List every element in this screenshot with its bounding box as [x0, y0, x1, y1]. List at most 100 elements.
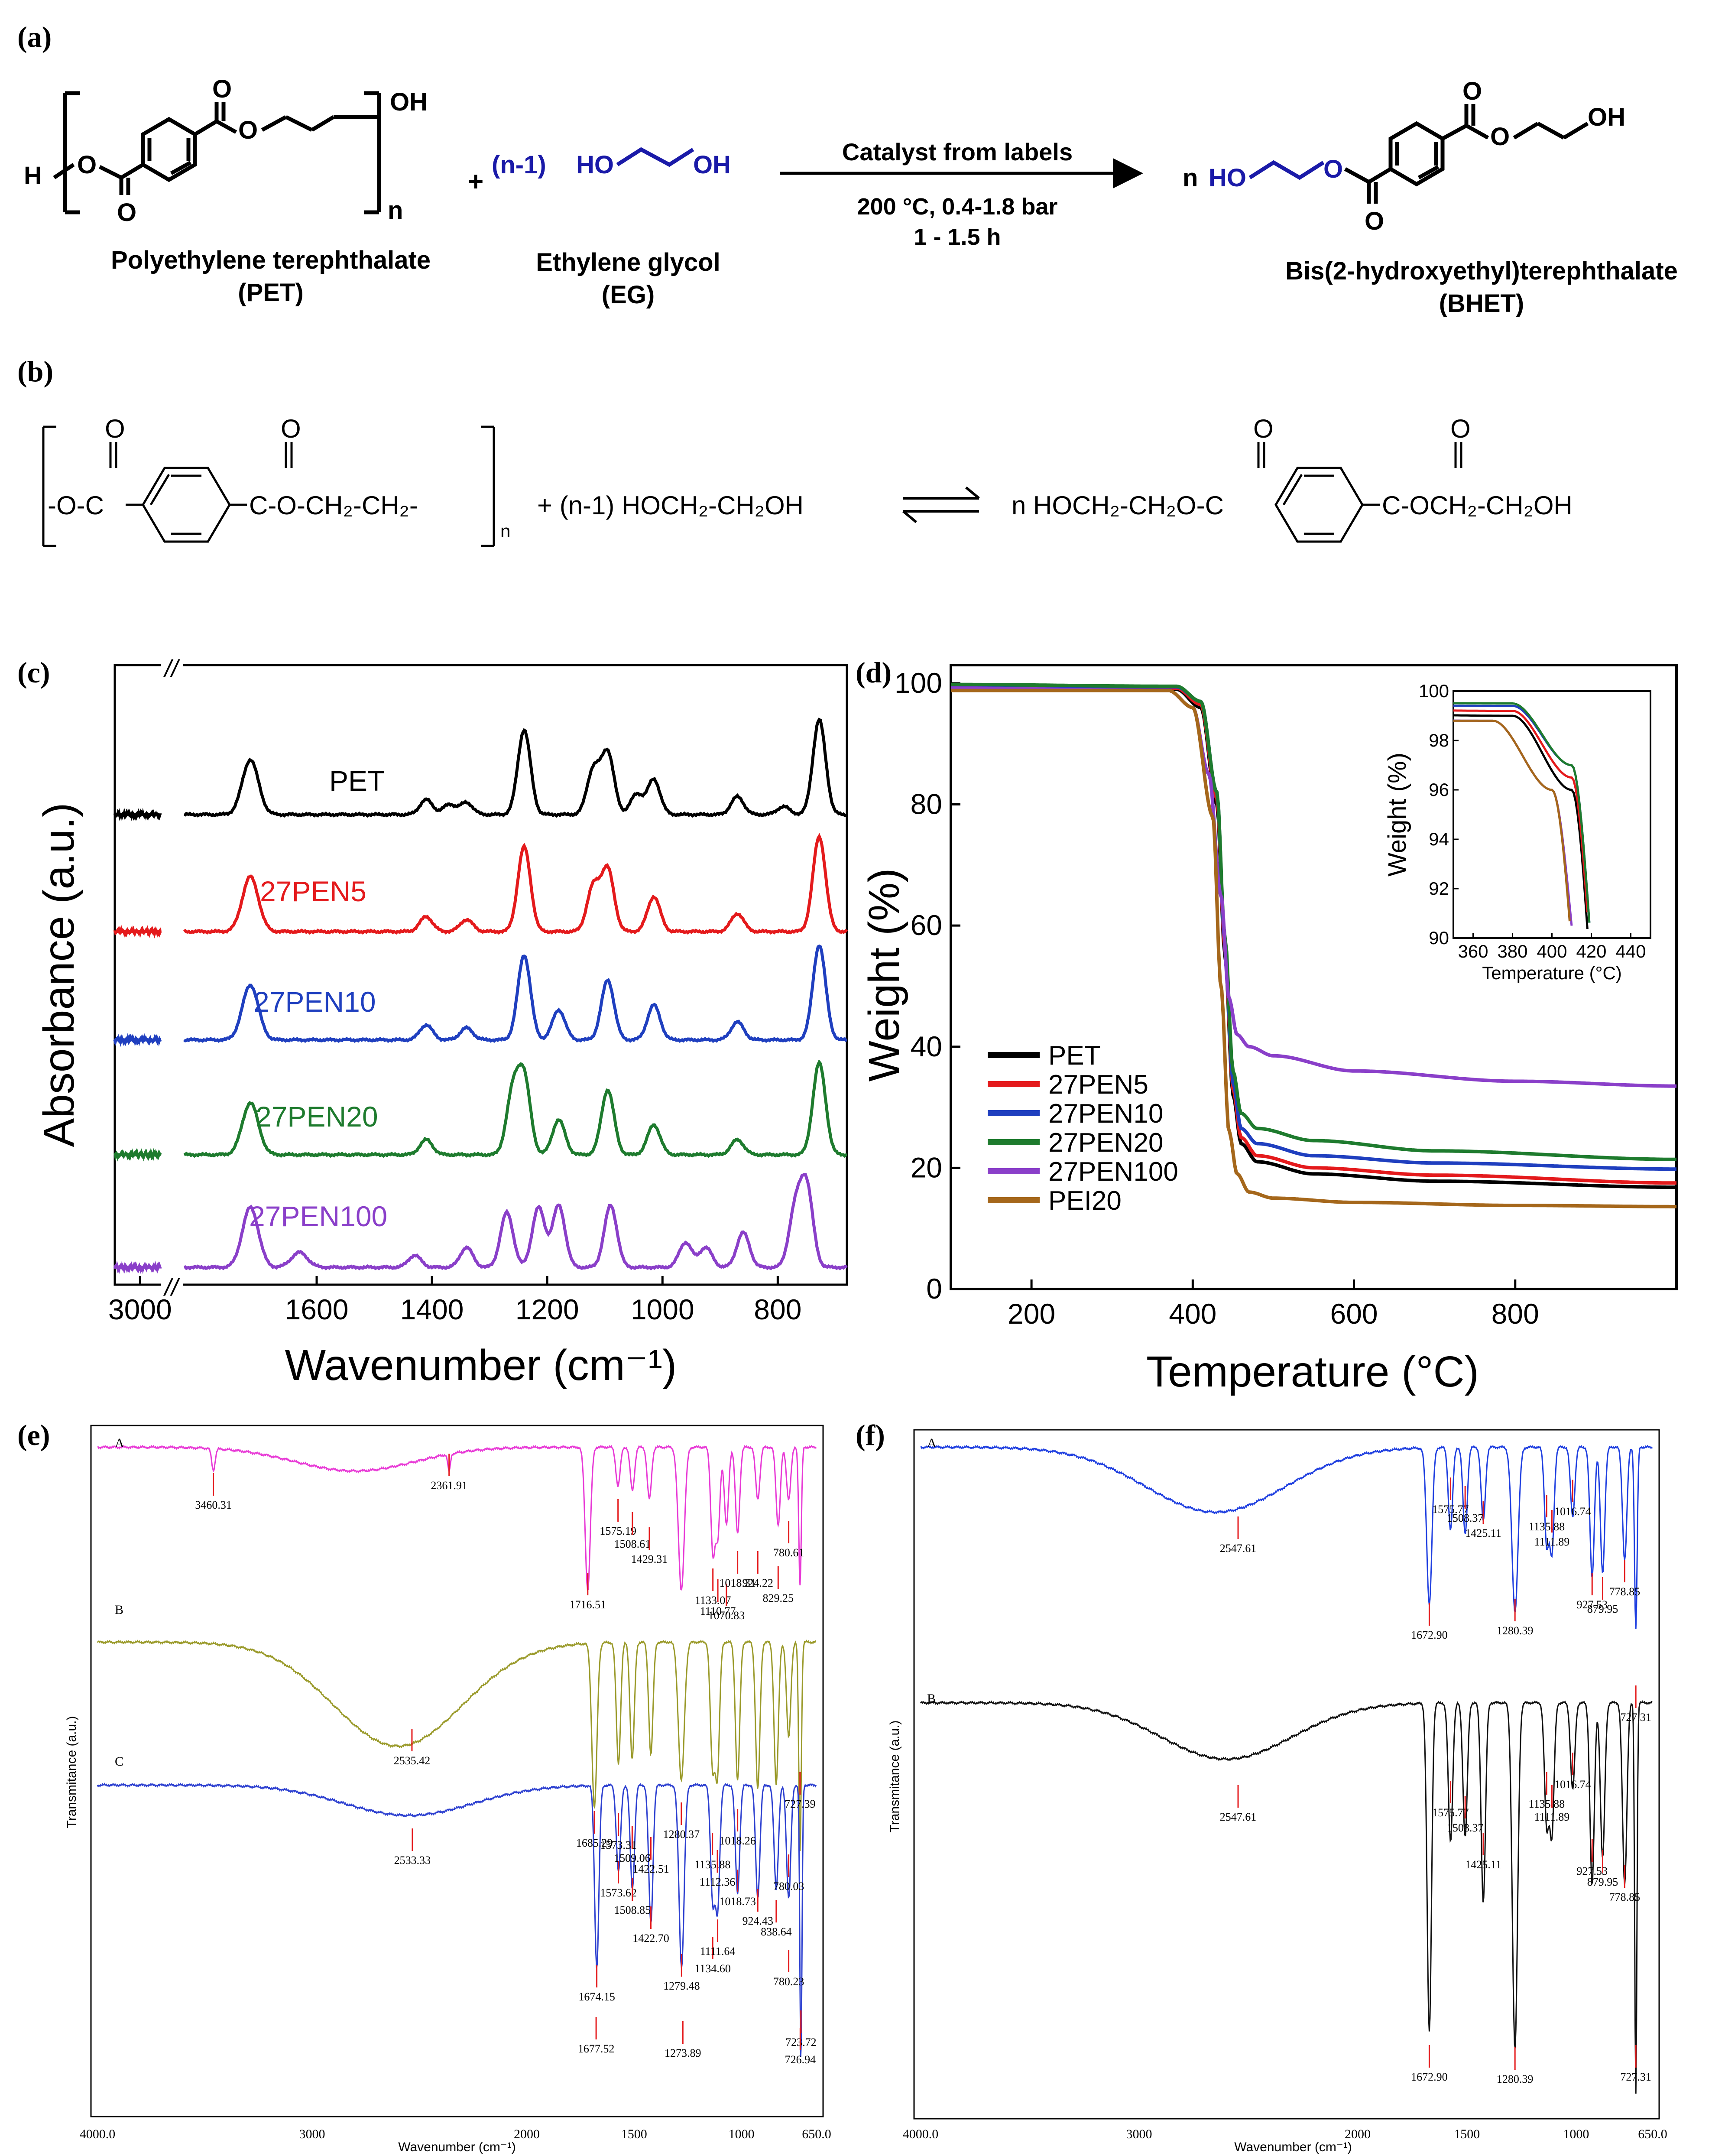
c-series-27pen5-segment-1: [183, 833, 848, 935]
d-xtick-label-200: 200: [1008, 1298, 1055, 1330]
c-label-27pen20: 27PEN20: [256, 1101, 378, 1133]
e-peak-label-0: 3460.31: [195, 1499, 232, 1511]
f-peak-label-8: 1016.74: [1554, 1778, 1591, 1791]
f-peak-label-0: 2547.61: [1220, 1542, 1257, 1555]
f-xtick-label-1: 3000: [1126, 2127, 1152, 2141]
e-trace-label-c: C: [115, 1754, 123, 1769]
d-legend-label-27pen100: 27PEN100: [1048, 1157, 1178, 1187]
e-xtick-label-2: 2000: [514, 2127, 540, 2141]
e-peak-label-2: 1508.85: [614, 1904, 651, 1916]
b-ring-2: [1274, 467, 1364, 543]
c-tick-label-1000: 1000: [631, 1293, 694, 1325]
f-peak-label-12: 727.31: [1620, 2071, 1651, 2083]
bhet-o3: O: [1462, 77, 1482, 105]
e-x-ticks: 4000.0 3000 2000 1500 1000 650.0: [80, 2127, 831, 2141]
pet-o2: O: [117, 198, 136, 227]
f-xtick-label-3: 1500: [1454, 2127, 1480, 2141]
bhet-structure: n HO O O: [1183, 77, 1625, 235]
d-inset-frame: [1453, 690, 1651, 939]
d-inset-ytick-label-94: 94: [1429, 829, 1449, 849]
e-xtick-label-3: 1500: [621, 2127, 647, 2141]
f-peak-label-2: 1508.37: [1447, 1512, 1484, 1524]
bhet-abbr: (BHET): [1439, 289, 1524, 318]
b-right-bracket: [481, 425, 495, 547]
e-plot-frame: [90, 1425, 824, 2117]
f-traces: [920, 1445, 1653, 2094]
e-peak-label-11: 829.25: [763, 1592, 794, 1604]
pet-atoms: H O O O O OH n: [24, 75, 428, 227]
f-peak-label-1: 1575.77: [1432, 1806, 1469, 1819]
e-peak-label-8: 1134.60: [694, 1962, 731, 1975]
f-peak-label-10: 879.95: [1587, 1603, 1618, 1615]
e-peak-label-3: 727.39: [785, 1798, 816, 1810]
f-peak-label-3: 1425.11: [1465, 1858, 1501, 1871]
eg-structure: (n-1) HO OH: [492, 147, 731, 179]
d-xtick-label-600: 600: [1330, 1298, 1378, 1330]
d-legend-label-pet: PET: [1048, 1041, 1101, 1071]
e-peak-label-8: 1070.83: [708, 1609, 745, 1622]
f-peak-label-5: 1280.39: [1497, 2073, 1534, 2085]
e-peak-label-6: 1279.48: [663, 1980, 700, 1992]
e-trace-label-a: A: [115, 1436, 124, 1450]
c-series-pet-segment-0: [113, 807, 162, 821]
pet-o4: O: [238, 116, 258, 144]
panel-b-label: (b): [17, 355, 53, 388]
f-peak-label-2: 1508.37: [1447, 1822, 1484, 1834]
c-series-27pen20-segment-1: [183, 1059, 847, 1158]
b-o-4: O: [1450, 414, 1471, 443]
d-inset: 360 380 400 420 440 90 92 94 96 98 100 Temperature …: [1383, 681, 1651, 983]
d-line-pei20: [951, 688, 1676, 1208]
c-label-27pen10: 27PEN10: [253, 986, 376, 1018]
f-peak-label-4: 1672.90: [1411, 2071, 1448, 2083]
e-peak-label-1: 1685.29: [576, 1837, 613, 1849]
panel-d-label: (d): [856, 656, 892, 689]
f-peak-label-8: 1016.74: [1554, 1505, 1591, 1518]
bhet-o1: O: [1323, 155, 1343, 183]
d-xtick-label-800: 800: [1492, 1298, 1539, 1330]
d-xtick-label-400: 400: [1169, 1298, 1216, 1330]
f-trace-label-a: A: [927, 1436, 937, 1450]
e-peak-label-3: 1575.19: [600, 1525, 636, 1537]
e-peak-label-1: 2361.91: [431, 1479, 467, 1492]
d-legend-label-27pen10: 27PEN10: [1048, 1099, 1163, 1129]
bhet-coefficient: n: [1183, 164, 1198, 192]
pet-name: Polyethylene terephthalate: [111, 246, 431, 274]
c-y-axis-label: Absorbance (a.u.): [35, 803, 83, 1147]
d-ytick-label-0: 0: [926, 1273, 942, 1305]
d-lines: [951, 682, 1677, 1208]
f-peak-labels: 2547.61 1575.77 1508.37 1425.11 1672.90 1280.…: [1220, 1477, 1651, 2085]
d-ytick-label-40: 40: [911, 1030, 942, 1062]
panel-f-label: (f): [856, 1419, 885, 1451]
panel-e-label: (e): [17, 1419, 50, 1451]
d-inset-ytick-label-100: 100: [1419, 681, 1449, 701]
pet-h: H: [24, 162, 42, 190]
eg-abbr: (EG): [602, 281, 655, 309]
panel-c: (c) // // PET 27PEN5 27PEN10 27PEN20 27P…: [17, 654, 848, 1390]
f-xtick-label-2: 2000: [1345, 2127, 1371, 2141]
e-xtick-label-5: 650.0: [802, 2127, 831, 2141]
bhet-name: Bis(2-hydroxyethyl)terephthalate: [1285, 257, 1678, 285]
b-reagent: + (n-1) HOCH₂-CH₂OH: [537, 491, 804, 520]
pet-o3: O: [212, 75, 232, 103]
c-label-27pen100: 27PEN100: [249, 1200, 387, 1232]
f-peak-label-12: 727.31: [1620, 1711, 1651, 1724]
f-x-ticks: 4000.0 3000 2000 1500 1000 650.0: [903, 2127, 1667, 2141]
panel-a: (a) H O O O O: [17, 20, 1678, 318]
f-peak-label-10: 879.95: [1587, 1876, 1618, 1888]
e-peak-label-11: 924.43: [742, 1915, 773, 1927]
e-peak-label-6: 1422.51: [632, 1863, 669, 1875]
pet-sub-n: n: [388, 196, 403, 224]
c-label-27pen5: 27PEN5: [260, 875, 366, 907]
c-spectra: [113, 718, 848, 1275]
e-trace-c: [97, 1783, 817, 2057]
e-y-axis-label: Transmitance (a.u.): [65, 1716, 79, 1828]
pet-structure: [53, 91, 381, 214]
d-line-27pen20: [951, 682, 1676, 1161]
c-series-pet-segment-1: [184, 718, 848, 818]
c-tick-label-3000: 3000: [108, 1293, 172, 1325]
d-legend-label-27pen5: 27PEN5: [1048, 1070, 1148, 1100]
f-peak-label-6: 1135.88: [1529, 1520, 1565, 1533]
